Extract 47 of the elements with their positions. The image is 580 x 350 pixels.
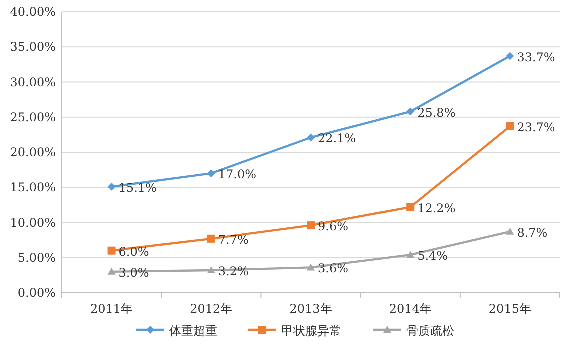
point [506, 122, 514, 131]
point [307, 222, 315, 230]
y-tick-label: 10.00% [10, 216, 56, 230]
y-tick-label: 5.00% [18, 250, 56, 265]
legend-label: 体重超重 [170, 324, 218, 338]
data-label: 3.2% [218, 264, 249, 279]
data-label: 7.7% [218, 232, 249, 247]
point [207, 266, 216, 274]
x-tick-label: 2012年 [190, 302, 233, 316]
data-label: 25.8% [418, 106, 456, 120]
data-label: 33.7% [517, 50, 556, 64]
y-tick-label: 20.00% [10, 146, 56, 160]
point [506, 52, 514, 60]
legend-label: 甲状腺异常 [282, 324, 342, 338]
y-tick-label: 30.00% [10, 75, 56, 90]
point [207, 170, 216, 178]
y-tick-label: 35.00% [10, 40, 56, 54]
point [406, 251, 415, 258]
data-label: 22.1% [318, 132, 356, 146]
legend-label: 骨质疏松 [406, 324, 454, 338]
data-label: 23.7% [517, 120, 556, 135]
point [108, 246, 116, 255]
data-label: 6.0% [118, 244, 150, 259]
data-label: 3.6% [318, 262, 348, 276]
x-tick-label: 2014年 [389, 302, 432, 316]
x-tick-label: 2015年 [488, 302, 532, 316]
y-tick-label: 40.00% [10, 5, 56, 19]
point [108, 182, 116, 191]
y-tick-label: 25.00% [10, 110, 56, 124]
data-label: 9.6% [318, 220, 348, 234]
y-tick-label: 0.00% [18, 286, 56, 300]
data-label: 15.1% [118, 180, 157, 195]
data-label: 5.4% [418, 249, 448, 264]
point [307, 264, 315, 271]
point [406, 203, 415, 212]
point [307, 134, 315, 142]
data-label: 17.0% [218, 168, 257, 182]
point [406, 108, 415, 116]
point [108, 268, 116, 275]
x-tick-label: 2011年 [90, 302, 134, 316]
data-label: 8.7% [517, 226, 548, 240]
point [506, 228, 514, 235]
y-tick-label: 15.00% [10, 180, 56, 195]
x-tick-label: 2013年 [290, 302, 332, 316]
data-label: 12.2% [418, 201, 456, 216]
data-label: 3.0% [118, 266, 150, 280]
point [207, 234, 216, 243]
